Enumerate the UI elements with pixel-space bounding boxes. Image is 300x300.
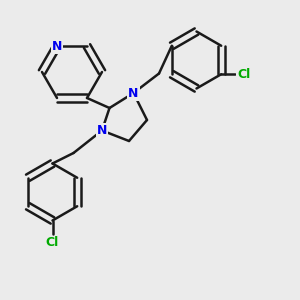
Text: N: N — [97, 124, 107, 137]
Text: Cl: Cl — [46, 236, 59, 250]
Text: N: N — [128, 86, 139, 100]
Text: N: N — [52, 40, 62, 52]
Text: Cl: Cl — [237, 68, 250, 81]
